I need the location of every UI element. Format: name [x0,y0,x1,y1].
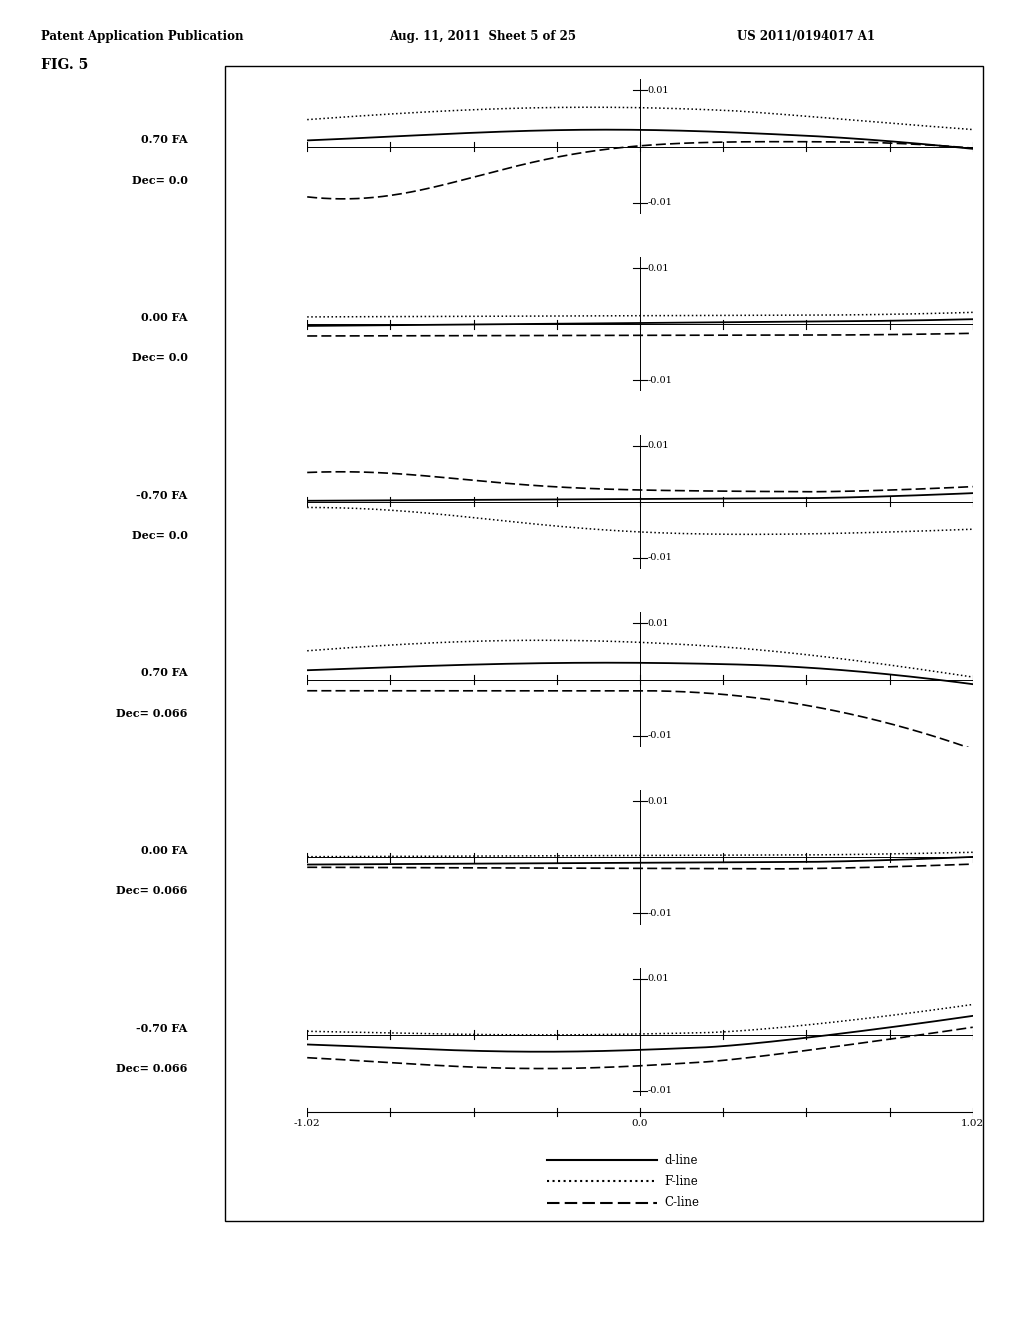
Text: FIG. 5: FIG. 5 [41,58,88,73]
Text: -0.01: -0.01 [647,1086,672,1096]
Text: 0.70 FA: 0.70 FA [140,668,187,678]
Text: Dec= 0.0: Dec= 0.0 [131,174,187,186]
Text: -0.01: -0.01 [647,553,672,562]
Text: 0.01: 0.01 [647,86,669,95]
Text: -0.01: -0.01 [647,908,672,917]
Text: Aug. 11, 2011  Sheet 5 of 25: Aug. 11, 2011 Sheet 5 of 25 [389,30,577,44]
Text: 0.01: 0.01 [647,619,669,628]
Text: 0.01: 0.01 [647,264,669,273]
Text: 1.02: 1.02 [962,1119,984,1127]
Text: C-line: C-line [665,1196,699,1209]
Text: Dec= 0.066: Dec= 0.066 [116,708,187,718]
Text: -0.70 FA: -0.70 FA [136,1023,187,1034]
Text: US 2011/0194017 A1: US 2011/0194017 A1 [737,30,876,44]
Text: -1.02: -1.02 [294,1119,321,1127]
Text: -0.01: -0.01 [647,198,672,207]
Text: Dec= 0.0: Dec= 0.0 [131,352,187,363]
Text: Dec= 0.066: Dec= 0.066 [116,1063,187,1074]
Text: 0.01: 0.01 [647,441,669,450]
Text: 0.01: 0.01 [647,974,669,983]
Text: 0.00 FA: 0.00 FA [141,845,187,855]
Text: -0.70 FA: -0.70 FA [136,490,187,500]
Text: 0.00 FA: 0.00 FA [141,312,187,323]
Text: 0.0: 0.0 [632,1119,648,1127]
Text: F-line: F-line [665,1175,698,1188]
Text: 0.70 FA: 0.70 FA [140,135,187,145]
Text: Patent Application Publication: Patent Application Publication [41,30,244,44]
Text: d-line: d-line [665,1154,698,1167]
Text: -0.01: -0.01 [647,376,672,384]
Text: 0.01: 0.01 [647,797,669,805]
Text: Dec= 0.0: Dec= 0.0 [131,531,187,541]
Text: -0.01: -0.01 [647,731,672,741]
Text: Dec= 0.066: Dec= 0.066 [116,886,187,896]
